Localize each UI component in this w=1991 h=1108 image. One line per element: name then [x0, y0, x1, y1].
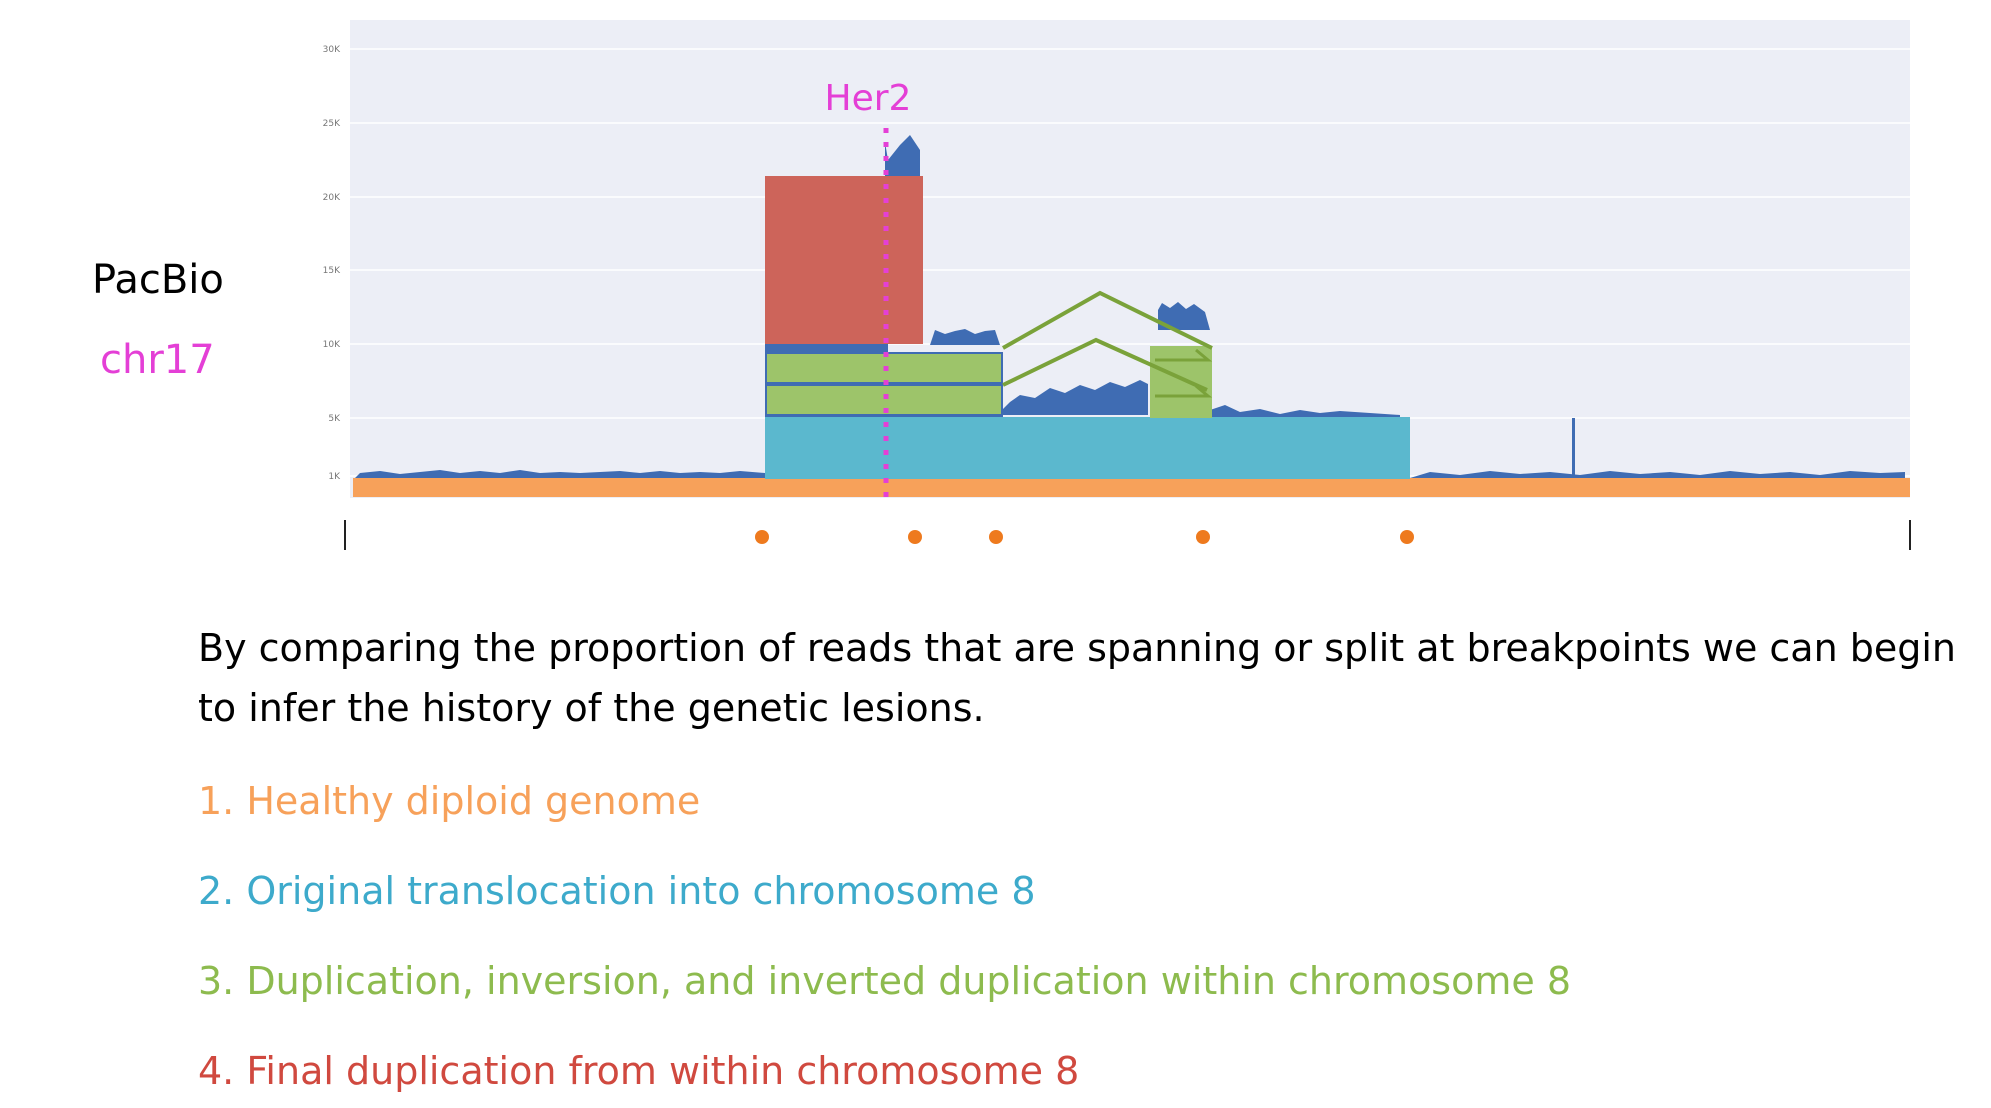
y-tick-label: 15K — [323, 266, 341, 276]
stage2-block — [765, 417, 1410, 479]
step-2: 2. Original translocation into chromosom… — [198, 869, 1036, 913]
y-tick-label: 5K — [328, 414, 341, 424]
breakpoint-dot — [989, 530, 1003, 544]
breakpoint-dot — [908, 530, 922, 544]
stage1-band — [353, 478, 1910, 497]
her2-label: Her2 — [825, 78, 912, 119]
y-tick-label: 10K — [323, 340, 341, 350]
step-4: 4. Final duplication from within chromos… — [198, 1049, 1080, 1093]
y-tick-label: 20K — [323, 193, 341, 203]
breakpoint-dot — [755, 530, 769, 544]
step-1: 1. Healthy diploid genome — [198, 779, 701, 823]
step-3: 3. Duplication, inversion, and inverted … — [198, 959, 1572, 1003]
breakpoints — [755, 530, 1414, 544]
arrow-outline — [1002, 337, 1208, 392]
chromosome-label: chr17 — [100, 337, 215, 383]
stage3-blocks — [765, 290, 1213, 418]
breakpoint-dot — [1400, 530, 1414, 544]
sample-label: PacBio — [92, 257, 224, 303]
y-tick-label: 1K — [328, 472, 341, 482]
y-tick-label: 30K — [323, 45, 341, 55]
stage4-block — [765, 176, 923, 344]
coverage-figure: 30K 25K 20K 15K 10K 5K 1K Her2 — [323, 20, 1911, 550]
arrow-outline — [1002, 290, 1213, 350]
breakpoint-dot — [1196, 530, 1210, 544]
description-text: By comparing the proportion of reads tha… — [198, 626, 1957, 730]
y-tick-label: 25K — [323, 119, 341, 129]
stage4-block — [765, 344, 888, 352]
